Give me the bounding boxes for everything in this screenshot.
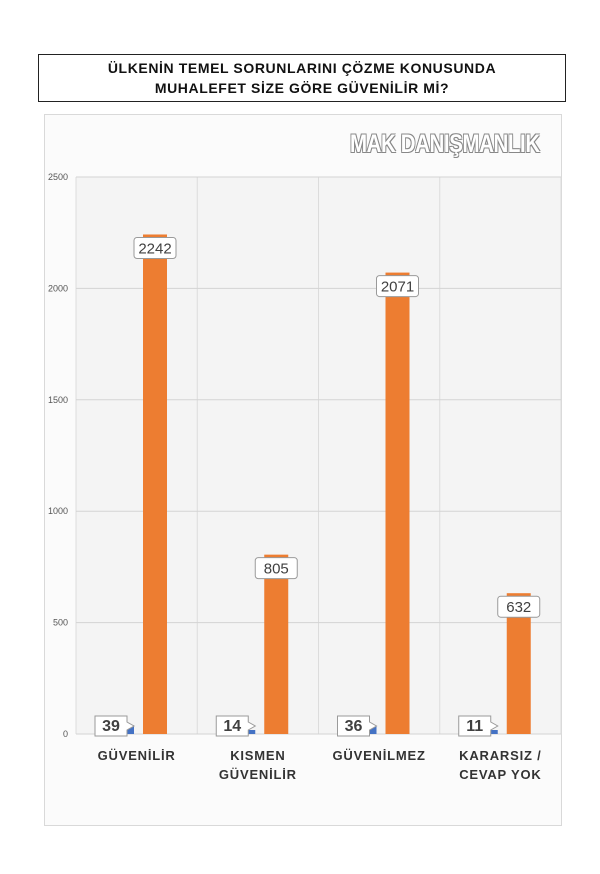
chart-title-line-1: ÜLKENİN TEMEL SORUNLARINI ÇÖZME KONUSUND… (107, 60, 497, 76)
data-label-series-1: 39 (102, 718, 120, 735)
y-tick-label: 500 (53, 618, 68, 628)
data-label-callout (215, 715, 257, 737)
data-label-series-1: 36 (345, 718, 363, 735)
x-category-label-line: GÜVENİLMEZ (332, 748, 426, 763)
bar-series-1 (126, 725, 134, 734)
data-label-series-2: 2242 (138, 240, 171, 257)
data-label-box (254, 557, 298, 580)
chart-title-box: ÜLKENİN TEMEL SORUNLARINI ÇÖZME KONUSUND… (38, 54, 566, 102)
bar-series-1 (489, 730, 498, 734)
data-label-box (497, 595, 541, 618)
x-category-label-line: GÜVENİLİR (97, 748, 176, 763)
data-label-box (133, 236, 177, 259)
bar-series-2 (264, 554, 289, 734)
x-category-label-line: GÜVENİLİR (218, 767, 297, 782)
data-label-series-2: 2071 (381, 279, 414, 296)
data-label-callout (94, 715, 136, 737)
watermark-logo: MAK DANIŞMANLIK (350, 130, 540, 158)
y-tick-label: 2500 (48, 172, 68, 182)
x-category-label: KISMEN GÜVENİLİR (189, 746, 326, 784)
data-label-series-1: 11 (466, 718, 483, 735)
x-category-label: KARARSIZ / CEVAP YOK (432, 746, 569, 784)
y-tick-label: 1000 (48, 506, 68, 516)
y-tick-label: 2000 (48, 283, 68, 293)
chart-title-line-2: MUHALEFET SİZE GÖRE GÜVENİLİR Mİ? (154, 80, 450, 96)
bar-series-2 (385, 272, 410, 734)
x-category-label-line: CEVAP YOK (459, 767, 542, 782)
y-tick-label: 1500 (48, 395, 68, 405)
x-category-label: GÜVENİLİR (68, 746, 205, 765)
x-category-label-line: KISMEN (230, 748, 286, 763)
data-label-series-1: 14 (223, 718, 241, 735)
x-category-label-line: KARARSIZ / (459, 748, 542, 763)
x-category-label: GÜVENİLMEZ (311, 746, 448, 765)
bar-series-1 (247, 730, 256, 734)
bar-series-1 (368, 725, 377, 734)
data-label-series-2: 805 (264, 561, 289, 578)
data-label-callout (337, 715, 378, 737)
bar-series-2 (143, 234, 167, 734)
data-label-series-2: 632 (506, 599, 531, 616)
data-label-callout (458, 715, 499, 737)
data-label-box (376, 275, 419, 298)
y-tick-label: 0 (63, 729, 68, 739)
